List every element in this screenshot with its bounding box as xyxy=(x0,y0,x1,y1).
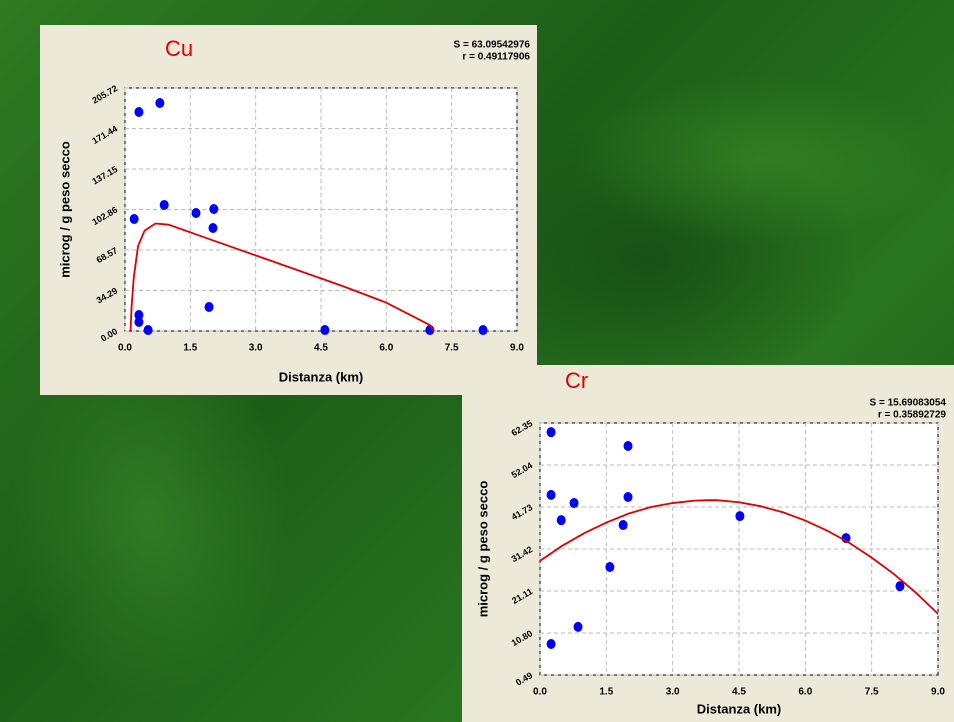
data-point xyxy=(130,214,139,224)
y-axis-label: microg / g peso secco xyxy=(475,481,490,618)
stat-label: S = 15.69083054 xyxy=(870,398,947,409)
data-point xyxy=(624,441,633,451)
data-point xyxy=(134,107,143,117)
data-point xyxy=(191,208,200,218)
stat-label: r = 0.49117906 xyxy=(462,52,530,63)
stat-label: r = 0.35892729 xyxy=(878,410,947,421)
stat-label: S = 63.09542976 xyxy=(454,40,531,51)
data-point xyxy=(134,317,143,327)
x-tick-label: 3.0 xyxy=(666,687,680,698)
x-tick-label: 3.0 xyxy=(249,343,263,354)
data-point xyxy=(547,490,556,500)
x-tick-label: 9.0 xyxy=(510,343,524,354)
x-tick-label: 7.5 xyxy=(445,343,459,354)
x-tick-label: 0.0 xyxy=(118,343,132,354)
data-point xyxy=(557,515,566,525)
data-point xyxy=(574,622,583,632)
x-axis-label: Distanza (km) xyxy=(697,701,782,716)
data-point xyxy=(547,639,556,649)
data-point xyxy=(619,520,628,530)
slide: Cu S = 63.09542976r = 0.49117906 0.0 1.5 3.0… xyxy=(0,0,954,722)
x-tick-label: 6.0 xyxy=(798,687,812,698)
x-axis-label: Distanza (km) xyxy=(279,369,364,384)
data-point xyxy=(735,511,744,521)
data-point xyxy=(479,325,488,335)
x-tick-label: 1.5 xyxy=(599,687,613,698)
data-point xyxy=(320,325,329,335)
data-point xyxy=(605,562,614,572)
chart-title: Cr xyxy=(565,368,588,393)
x-tick-label: 9.0 xyxy=(931,687,945,698)
data-point xyxy=(209,204,218,214)
data-point xyxy=(570,498,579,508)
x-tick-label: 7.5 xyxy=(865,687,879,698)
data-point xyxy=(155,98,164,108)
data-point xyxy=(144,325,153,335)
x-tick-label: 4.5 xyxy=(314,343,328,354)
data-point xyxy=(624,492,633,502)
x-tick-label: 4.5 xyxy=(732,687,746,698)
data-point xyxy=(547,427,556,437)
x-tick-label: 0.0 xyxy=(533,687,547,698)
data-point xyxy=(160,200,169,210)
y-axis-label: microg / g peso secco xyxy=(57,141,72,278)
chart-title: Cu xyxy=(165,36,193,61)
data-point xyxy=(205,302,214,312)
x-tick-label: 6.0 xyxy=(379,343,393,354)
data-point xyxy=(208,223,217,233)
x-tick-label: 1.5 xyxy=(183,343,197,354)
